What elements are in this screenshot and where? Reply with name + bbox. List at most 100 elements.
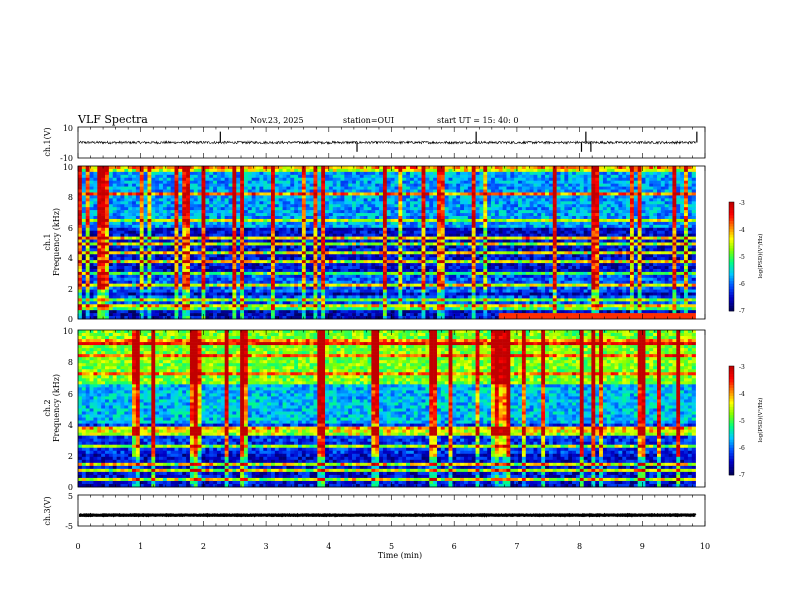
spectrogram-cell: [452, 180, 457, 184]
spectrogram-cell: [471, 254, 476, 258]
spectrogram-cell: [267, 242, 272, 246]
spectrogram-cell: [371, 216, 376, 220]
spectrogram-cell: [178, 254, 183, 258]
spectrogram-cell: [633, 186, 638, 190]
spectrogram-cell: [487, 183, 492, 187]
spectrogram-cell: [166, 242, 171, 246]
spectrogram-cell: [309, 210, 314, 214]
spectrogram-cell: [606, 207, 611, 211]
spectrogram-cell: [193, 210, 198, 214]
spectrogram-cell: [687, 171, 693, 176]
spectrogram-cell: [409, 192, 415, 196]
spectrogram-cell: [629, 210, 635, 214]
spectrogram-cell: [336, 239, 341, 243]
spectrogram-cell: [81, 168, 87, 173]
spectrogram-cell: [271, 166, 276, 170]
spectrogram-cell: [406, 248, 411, 252]
spectrogram-cell: [220, 233, 225, 237]
spectrogram-cell: [213, 251, 218, 255]
spectrogram-cell: [591, 242, 596, 246]
spectrogram-cell: [162, 183, 168, 187]
spectrogram-cell: [691, 201, 696, 205]
spectrogram-cell: [626, 201, 631, 205]
spectrogram-cell: [348, 204, 353, 208]
spectrogram-cell: [633, 248, 638, 252]
spectrogram-cell: [81, 251, 87, 255]
spectrogram-cell: [355, 183, 361, 187]
spectrogram-cell: [162, 254, 168, 258]
spectrogram-cell: [606, 248, 611, 252]
spectrogram-cell: [186, 180, 191, 184]
spectrogram-cell: [421, 201, 426, 205]
spectrogram-cell: [120, 248, 125, 252]
spectrogram-cell: [502, 186, 507, 190]
spectrogram-cell: [425, 233, 430, 237]
spectrogram-cell: [282, 174, 287, 179]
spectrogram-cell: [633, 218, 638, 223]
spectrogram-cell: [425, 195, 430, 199]
spectrogram-cell: [363, 233, 368, 237]
spectrogram-cell: [151, 204, 156, 208]
spectrogram-cell: [548, 174, 554, 179]
spectrogram-cell: [575, 186, 581, 190]
spectrogram-cell: [213, 248, 218, 252]
spectrogram-cell: [406, 239, 411, 243]
spectrogram-cell: [197, 254, 202, 258]
spectrogram-cell: [629, 180, 635, 184]
spectrogram-cell: [78, 236, 83, 240]
spectrogram-cell: [135, 168, 141, 173]
spectrogram-cell: [139, 248, 144, 252]
spectrogram-cell: [510, 168, 515, 173]
spectrogram-cell: [552, 210, 557, 214]
spectrogram-cell: [209, 230, 214, 234]
spectrogram-cell: [386, 254, 391, 258]
spectrogram-cell: [429, 242, 434, 246]
spectrogram-cell: [545, 183, 550, 187]
spectrogram-cell: [108, 186, 114, 190]
spectrogram-cell: [440, 216, 445, 220]
spectrogram-cell: [664, 236, 669, 240]
spectrogram-cell: [684, 210, 689, 214]
spectrogram-cell: [680, 186, 685, 190]
spectrogram-cell: [263, 195, 268, 199]
spectrogram-cell: [545, 198, 550, 202]
spectrogram-cell: [518, 218, 523, 223]
spectrogram-cell: [243, 177, 249, 182]
spectrogram-cell: [267, 248, 272, 252]
spectrogram-cell: [425, 213, 430, 217]
spectrogram-cell: [433, 192, 438, 196]
spectrogram-cell: [452, 218, 457, 223]
spectrogram-cell: [444, 227, 449, 232]
spectrogram-cell: [510, 230, 515, 234]
spectrogram-cell: [417, 221, 422, 226]
spectrogram-cell: [618, 189, 623, 193]
spectrogram-cell: [591, 251, 596, 255]
spectrogram-cell: [228, 198, 233, 202]
spectrogram-cell: [147, 224, 152, 229]
spectrogram-cell: [591, 166, 596, 170]
spectrogram-cell: [201, 216, 206, 220]
spectrogram-cell: [514, 230, 519, 234]
spectrogram-cell: [483, 174, 488, 179]
spectrogram-cell: [614, 230, 619, 234]
spectrogram-cell: [162, 177, 168, 182]
spectrogram-cell: [452, 221, 457, 226]
spectrogram-cell: [556, 171, 561, 176]
spectrogram-cell: [93, 171, 98, 176]
spectrogram-cell: [467, 177, 473, 182]
spectrogram-cell: [89, 192, 94, 196]
spectrogram-cell: [182, 192, 187, 196]
spectrogram-cell: [687, 177, 693, 182]
spectrogram-cell: [259, 189, 264, 193]
spectrogram-cell: [247, 189, 252, 193]
spectrogram-cell: [112, 207, 117, 211]
spectrogram-cell: [78, 183, 83, 187]
spectrogram-cell: [471, 236, 476, 240]
spectrogram-cell: [317, 213, 322, 217]
spectrogram-cell: [622, 192, 627, 196]
spectrogram-cell: [278, 174, 283, 179]
spectrogram-cell: [367, 239, 372, 243]
spectrogram-cell: [568, 183, 573, 187]
spectrogram-cell: [510, 210, 515, 214]
spectrogram-cell: [224, 233, 229, 237]
